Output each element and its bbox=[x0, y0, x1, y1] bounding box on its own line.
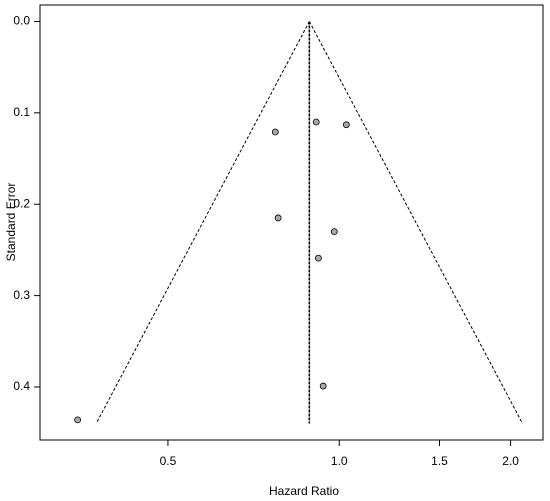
study-point bbox=[342, 121, 350, 129]
study-point bbox=[274, 214, 282, 222]
y-axis-label: Standard Error bbox=[4, 183, 18, 262]
study-point bbox=[314, 254, 322, 262]
funnel-left bbox=[95, 21, 310, 424]
y-tick-label: 0.4 bbox=[13, 379, 30, 393]
study-point bbox=[319, 382, 327, 390]
x-tick-label: 0.5 bbox=[160, 454, 177, 468]
y-tick-label: 0.0 bbox=[13, 14, 30, 28]
study-point bbox=[74, 416, 82, 424]
x-tick-label: 2.0 bbox=[502, 454, 519, 468]
funnel-right bbox=[308, 21, 523, 424]
study-point bbox=[312, 118, 320, 126]
study-point bbox=[271, 128, 279, 136]
x-tick-label: 1.5 bbox=[431, 454, 448, 468]
y-tick-label: 0.3 bbox=[13, 288, 30, 302]
x-tick-label: 1.0 bbox=[331, 454, 348, 468]
study-point bbox=[330, 228, 338, 236]
plot-frame bbox=[39, 4, 544, 441]
y-tick-label: 0.2 bbox=[13, 196, 30, 210]
y-tick-label: 0.1 bbox=[13, 105, 30, 119]
x-axis-label: Hazard Ratio bbox=[269, 484, 339, 498]
